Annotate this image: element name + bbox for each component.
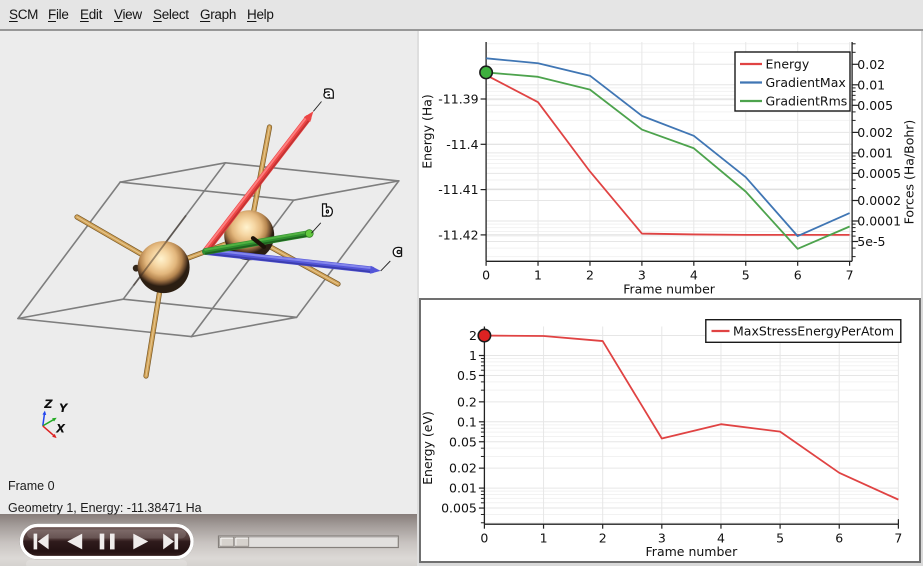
bottom-left-tick-label: 0.05	[449, 434, 477, 449]
menu-item-file[interactable]: File	[48, 7, 69, 22]
bond-stub-front	[250, 236, 267, 249]
unit-cell-wireframe	[17, 162, 400, 338]
top-x-tick-label: 6	[794, 268, 802, 283]
series-energy	[485, 74, 850, 236]
optimization-chart: 0 1 2 3 4 5 6 7 Frame number -11.39 -11.4 -11.41 -11…	[420, 42, 917, 297]
lattice-label-a: a	[324, 86, 334, 102]
top-right-tick-label: 0.002	[857, 125, 893, 140]
bottom-left-tick-label: 0.02	[449, 461, 477, 476]
atom-1[interactable]	[137, 241, 190, 294]
top-left-axis-title: Energy (Ha)	[420, 94, 435, 169]
panel-separator	[417, 31, 419, 566]
top-left-tick-label: -11.41	[438, 182, 478, 197]
bottom-x-tick-label: 7	[894, 531, 902, 546]
current-frame-marker[interactable]	[479, 65, 494, 80]
menu-bar: SCM File Edit View Select Graph Help	[0, 0, 923, 31]
lattice-label-c: c	[393, 244, 402, 260]
skip-to-end-button[interactable]	[163, 533, 179, 550]
top-chart-legend: Energy GradientMax GradientRms	[734, 51, 851, 112]
top-x-tick-label: 0	[482, 268, 490, 283]
bottom-x-tick-label: 5	[776, 531, 784, 546]
series-gradientmax	[486, 57, 850, 238]
top-x-tick-label: 5	[742, 268, 750, 283]
bottom-xlabel: Frame number	[646, 544, 739, 559]
top-x-tick-label: 3	[638, 268, 646, 283]
bottom-left-tick-label: 0.005	[441, 501, 477, 516]
bottom-x-tick-label: 0	[480, 531, 488, 546]
menu-item-help[interactable]: Help	[247, 7, 274, 22]
bottom-left-tick-label: 2	[469, 328, 477, 343]
top-x-tick-label: 7	[846, 268, 854, 283]
top-right-tick-label: 0.0002	[857, 193, 901, 208]
menu-item-graph[interactable]: Graph	[200, 7, 237, 22]
legend-label: MaxStressEnergyPerAtom	[733, 324, 894, 339]
lattice-label-b: b	[322, 204, 332, 220]
step-back-button[interactable]	[67, 533, 83, 550]
geometry-status: Geometry 1, Energy: -11.38471 Ha	[8, 501, 202, 515]
top-right-tick-label: 0.01	[857, 77, 885, 92]
bottom-x-tick-label: 6	[835, 531, 843, 546]
bottom-left-tick-label: 0.1	[457, 414, 477, 429]
menu-item-view[interactable]: View	[114, 7, 142, 22]
bottom-x-tick-label: 3	[658, 531, 666, 546]
top-xlabel: Frame number	[623, 282, 716, 297]
bottom-x-tick-label: 4	[717, 531, 725, 546]
playback-bar	[0, 514, 417, 566]
series-gradientrms	[486, 71, 850, 250]
legend-label: GradientMax	[766, 75, 846, 90]
playback-controls	[19, 523, 194, 560]
orientation-axis-label-y: Y	[59, 401, 69, 415]
bottom-x-tick-label: 2	[599, 531, 607, 546]
pause-button[interactable]	[99, 533, 115, 550]
legend-label: GradientRms	[766, 94, 848, 109]
bottom-left-tick-label: 1	[469, 348, 477, 363]
menu-item-select[interactable]: Select	[153, 7, 189, 22]
top-right-tick-label: 0.02	[857, 57, 885, 72]
series-maxstressenergyperatom	[484, 334, 899, 501]
menu-item-scm[interactable]: SCM	[9, 7, 39, 22]
charts-panel: 0 1 2 3 4 5 6 7 Frame number -11.39 -11.4 -11.41 -11…	[417, 31, 923, 566]
top-x-tick-label: 2	[586, 268, 594, 283]
molecule-scene: a b c Z YX	[0, 31, 417, 514]
bottom-left-tick-label: 0.2	[457, 394, 477, 409]
frame-status: Frame 0	[8, 479, 55, 493]
top-left-tick-label: -11.42	[438, 227, 478, 242]
bottom-left-tick-label: 0.01	[449, 481, 477, 496]
orientation-axes: Z YX	[42, 397, 69, 439]
menu-item-edit[interactable]: Edit	[80, 7, 103, 22]
bottom-left-tick-label: 0.5	[457, 368, 477, 383]
play-button[interactable]	[133, 533, 149, 550]
top-right-tick-label: 0.001	[857, 145, 893, 160]
top-x-tick-label: 4	[690, 268, 698, 283]
top-x-tick-label: 1	[534, 268, 542, 283]
bottom-chart-legend: MaxStressEnergyPerAtom	[705, 319, 902, 344]
orientation-axis-label-z: Z	[43, 397, 53, 411]
legend-label: Energy	[766, 57, 810, 72]
top-right-tick-label: 0.0001	[857, 214, 901, 229]
top-right-tick-label: 0.0005	[857, 166, 901, 181]
bottom-x-tick-label: 1	[540, 531, 548, 546]
lattice-vector-a	[202, 111, 314, 255]
top-right-tick-label: 5e-5	[857, 234, 885, 249]
lattice-vector-c	[202, 248, 381, 274]
orientation-axis-label-x: X	[55, 421, 66, 435]
top-right-axis-title: Forces (Ha/Bohr)	[902, 120, 917, 225]
bottom-left-axis-title: Energy (eV)	[420, 411, 435, 485]
top-left-tick-label: -11.4	[446, 137, 478, 152]
stress-chart: 0 1 2 3 4 5 6 7 Frame number 2 1 0.5 0.2 0.1 0.05 0.02 0…	[420, 319, 902, 559]
current-frame-marker[interactable]	[477, 328, 492, 343]
skip-to-start-button[interactable]	[33, 533, 49, 550]
top-left-tick-label: -11.39	[438, 92, 478, 107]
frame-slider[interactable]	[217, 535, 399, 549]
top-right-tick-label: 0.005	[857, 98, 893, 113]
